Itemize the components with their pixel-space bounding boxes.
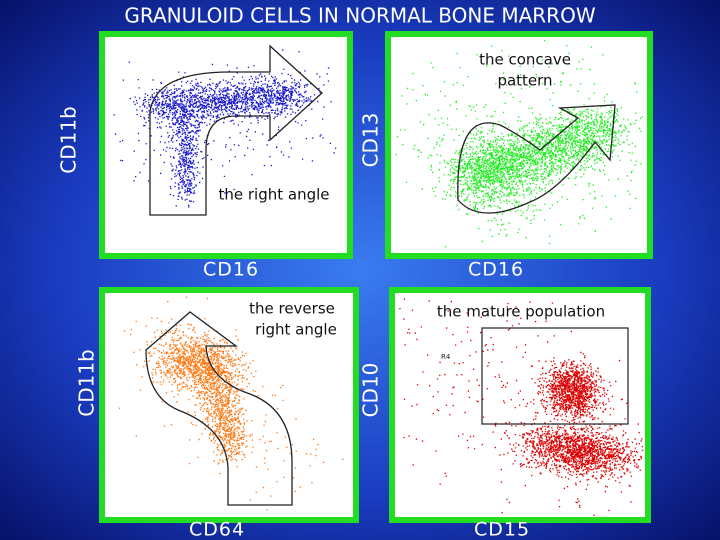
x-axis-label: CD16 bbox=[203, 259, 259, 281]
dot-cloud bbox=[118, 296, 344, 511]
gate-label: R4 bbox=[441, 353, 451, 361]
annotation: the right angle bbox=[218, 186, 329, 204]
arrow-outline bbox=[149, 44, 323, 216]
annotation: the concave bbox=[479, 51, 571, 69]
y-axis-label: CD10 bbox=[359, 363, 383, 418]
title: GRANULOID CELLS IN NORMAL BONE MARROW bbox=[124, 4, 595, 28]
dots bbox=[113, 40, 644, 516]
y-axis-label: CD11b bbox=[75, 349, 99, 417]
y-axis-label: CD13 bbox=[359, 113, 383, 168]
dot-cloud bbox=[399, 298, 644, 516]
arrow-outline bbox=[457, 104, 616, 214]
x-axis-label: CD64 bbox=[189, 519, 245, 540]
annotation: the mature population bbox=[437, 303, 605, 321]
dot-cloud bbox=[113, 49, 337, 208]
annotation: the reverse bbox=[249, 300, 335, 318]
arrow-outline bbox=[145, 311, 293, 506]
annotation: pattern bbox=[497, 72, 552, 90]
y-axis-label: CD11b bbox=[57, 106, 81, 174]
x-axis-label: CD16 bbox=[468, 259, 524, 281]
gate bbox=[481, 327, 629, 425]
plot-frame bbox=[99, 287, 359, 523]
x-axis-label: CD15 bbox=[474, 519, 530, 540]
annotation: right angle bbox=[255, 321, 337, 339]
